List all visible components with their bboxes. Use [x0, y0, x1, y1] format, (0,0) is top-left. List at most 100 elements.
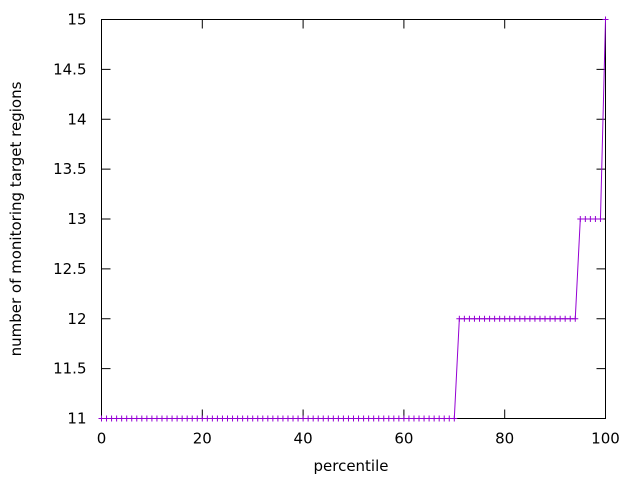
data-point [355, 415, 362, 422]
y-tick-label: 15 [67, 11, 86, 29]
data-point [390, 415, 397, 422]
data-point [491, 315, 498, 322]
data-point [239, 415, 246, 422]
data-point [133, 415, 140, 422]
data-point [345, 415, 352, 422]
data-point [486, 315, 493, 322]
data-point [416, 415, 423, 422]
data-point [269, 415, 276, 422]
data-point [552, 315, 559, 322]
data-point [481, 315, 488, 322]
data-point [536, 315, 543, 322]
x-tick-label: 60 [394, 430, 413, 448]
data-point [471, 315, 478, 322]
data-point [531, 315, 538, 322]
x-tick-label: 20 [193, 430, 212, 448]
data-point [295, 415, 302, 422]
data-point [451, 415, 458, 422]
data-point [385, 415, 392, 422]
data-point [360, 415, 367, 422]
data-point [330, 415, 337, 422]
plot-frame [101, 19, 606, 419]
data-point [400, 415, 407, 422]
y-tick-label: 13 [67, 210, 86, 228]
data-point [421, 415, 428, 422]
data-point [446, 415, 453, 422]
x-tick-label: 0 [97, 430, 107, 448]
data-point [143, 415, 150, 422]
data-point [184, 415, 191, 422]
data-point [592, 216, 599, 222]
data-point [511, 315, 518, 322]
data-point [264, 415, 271, 422]
data-point [410, 415, 417, 422]
data-point [582, 216, 589, 222]
data-point [103, 415, 110, 422]
data-point [148, 415, 155, 422]
data-point [164, 415, 171, 422]
data-point [229, 415, 236, 422]
y-tick-label: 12.5 [53, 260, 86, 278]
data-point [567, 315, 574, 322]
y-tick-label: 14 [67, 110, 86, 128]
data-point [350, 415, 357, 422]
data-point [189, 415, 196, 422]
data-point [158, 415, 165, 422]
y-axis-label: number of monitoring target regions [7, 81, 25, 356]
data-point [244, 415, 251, 422]
y-tick-label: 13.5 [53, 160, 86, 178]
series-markers [98, 16, 609, 422]
data-point [174, 415, 181, 422]
x-tick-label: 40 [294, 430, 313, 448]
data-point [194, 415, 201, 422]
data-point [405, 415, 412, 422]
data-point [547, 315, 554, 322]
data-point [128, 415, 135, 422]
data-point [153, 415, 160, 422]
y-tick-label: 11.5 [53, 360, 86, 378]
data-point [395, 415, 402, 422]
data-point [506, 315, 513, 322]
data-point [214, 415, 221, 422]
data-point [466, 315, 473, 322]
data-point [320, 415, 327, 422]
data-point [279, 415, 286, 422]
data-point [516, 315, 523, 322]
data-point [562, 315, 569, 322]
y-axis-ticks: 11 11.5 12 12.5 13 13.5 14 14.5 15 [53, 11, 606, 428]
data-point [259, 415, 266, 422]
data-point [204, 415, 211, 422]
x-axis-ticks: 0 20 40 60 80 100 [97, 19, 620, 448]
data-point [123, 415, 130, 422]
data-point [98, 415, 105, 422]
data-point [325, 415, 332, 422]
x-axis-label: percentile [313, 457, 388, 475]
data-point [300, 415, 307, 422]
data-point [572, 315, 579, 322]
y-tick-label: 14.5 [53, 60, 86, 78]
data-point [501, 315, 508, 322]
data-point [496, 315, 503, 322]
data-point [375, 415, 382, 422]
data-point [224, 415, 231, 422]
data-point [597, 216, 604, 222]
data-point [335, 415, 342, 422]
y-tick-label: 12 [67, 310, 86, 328]
data-point [219, 415, 226, 422]
data-point [431, 415, 438, 422]
data-point [526, 315, 533, 322]
data-point [169, 415, 176, 422]
series-line [101, 19, 606, 419]
data-point [441, 415, 448, 422]
data-point [113, 415, 120, 422]
data-point [436, 415, 443, 422]
data-point [557, 315, 564, 322]
data-point [426, 415, 433, 422]
data-point [310, 415, 317, 422]
data-point [521, 315, 528, 322]
data-point [179, 415, 186, 422]
y-tick-label: 11 [67, 410, 86, 428]
data-point [365, 415, 372, 422]
data-point [118, 415, 125, 422]
